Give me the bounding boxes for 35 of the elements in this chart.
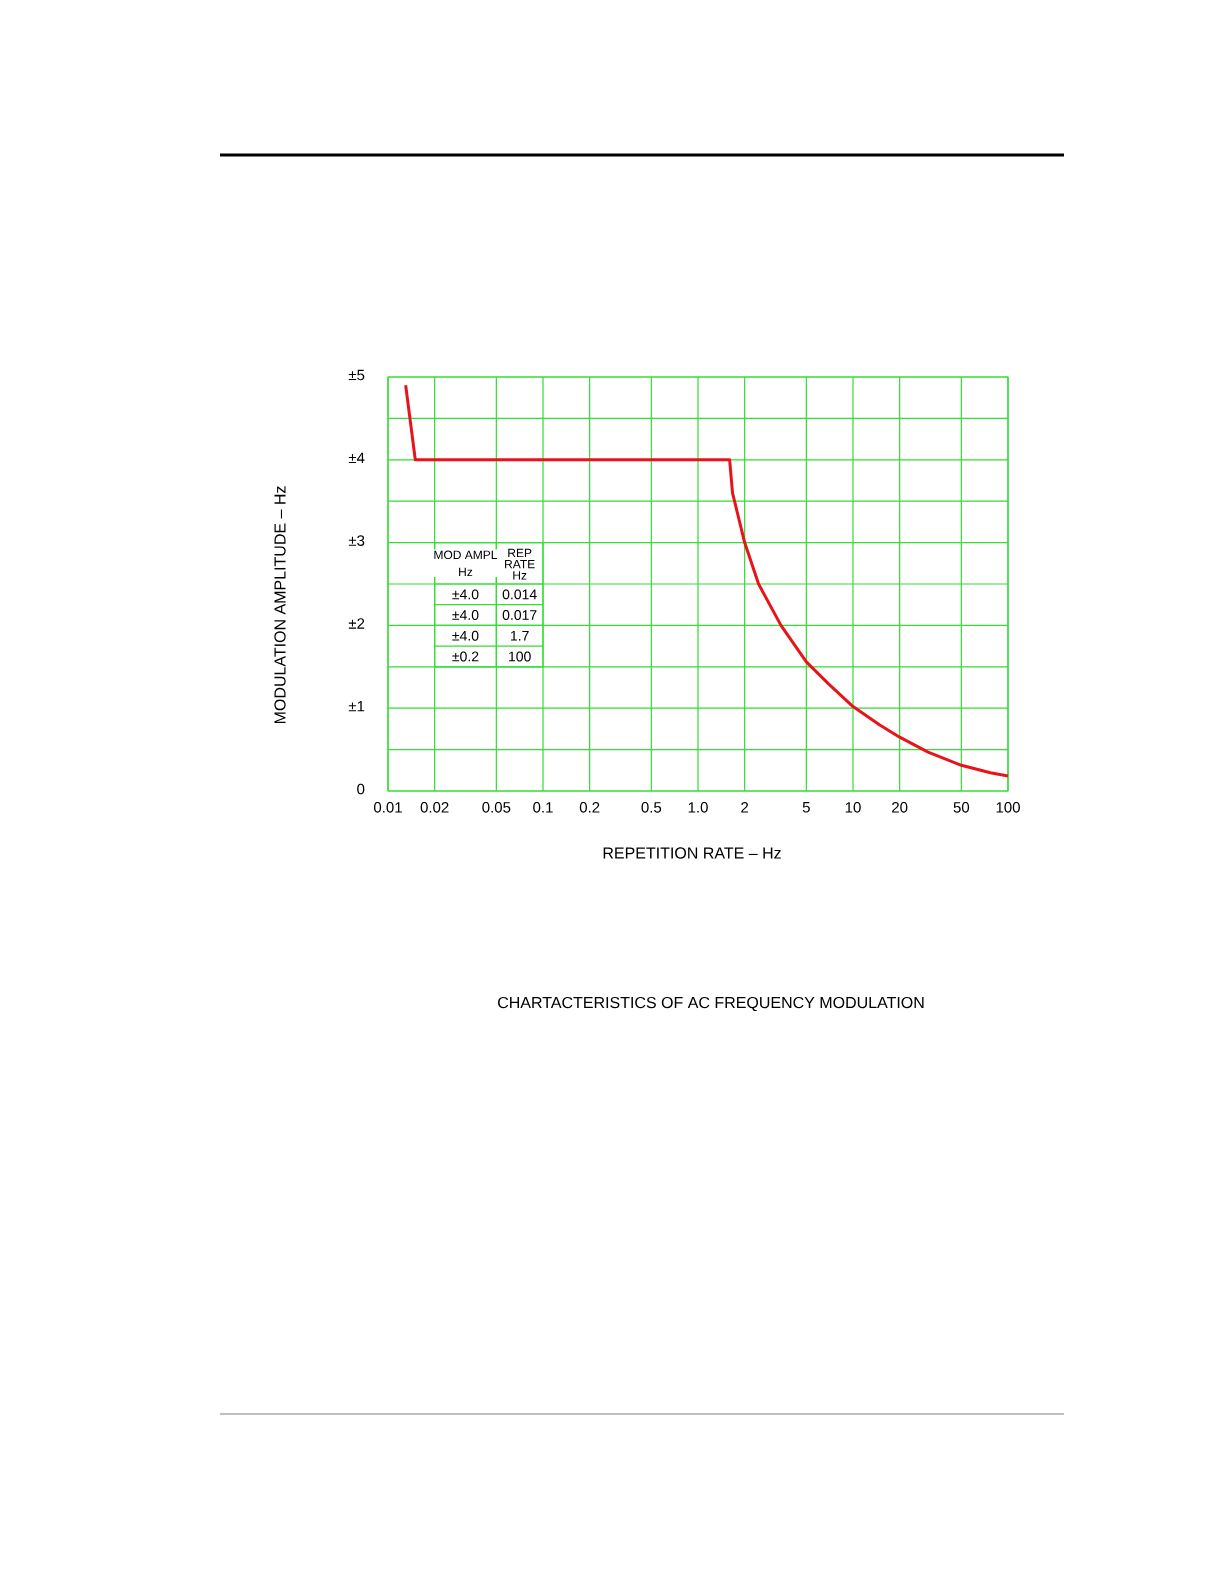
annotation: RATE	[505, 560, 535, 569]
x-axis-title: REPETITION RATE – Hz	[603, 847, 781, 859]
y-axis-title: MODULATION AMPLITUDE – Hz	[274, 486, 286, 724]
x-tick-label: 10	[845, 802, 861, 813]
annotation: ±4.0	[452, 589, 479, 600]
y-tick-label: ±2	[348, 618, 365, 629]
x-tick-label: 20	[892, 802, 908, 813]
annotation: 0.017	[502, 610, 537, 620]
x-tick-label: 100	[996, 802, 1020, 813]
x-tick-label: 0.5	[641, 802, 662, 813]
annotation: MOD AMPL	[434, 550, 498, 560]
annotation: ±0.2	[452, 651, 479, 662]
text: CHARTACTERISTICS OF AC FREQUENCY MODULATION	[498, 996, 924, 1012]
annotation: ±4.0	[452, 610, 479, 620]
x-tick-label: 2	[741, 802, 749, 813]
x-tick-label: 50	[953, 802, 970, 813]
y-tick-label: ±5	[348, 369, 365, 381]
x-tick-label: 0.01	[374, 802, 402, 813]
annotation: Hz	[513, 571, 527, 580]
annotation: ±4.0	[452, 630, 479, 641]
x-tick-label: 0.2	[579, 802, 600, 813]
x-tick-label: 0.1	[533, 802, 553, 813]
x-tick-label: 1.0	[688, 802, 708, 813]
y-tick-label: ±3	[348, 535, 365, 546]
annotation: REP	[508, 548, 532, 558]
x-tick-label: 0.05	[482, 802, 511, 813]
annotation: 1.7	[510, 630, 529, 641]
x-tick-label: 5	[802, 802, 810, 813]
y-tick-label: ±1	[348, 701, 365, 712]
y-tick-label: 0	[357, 783, 365, 795]
x-tick-label: 0.02	[420, 802, 449, 813]
y-tick-label: ±4	[348, 452, 365, 463]
annotation: Hz	[459, 567, 473, 576]
annotation: 0.014	[502, 589, 537, 600]
annotation: 100	[509, 651, 531, 662]
